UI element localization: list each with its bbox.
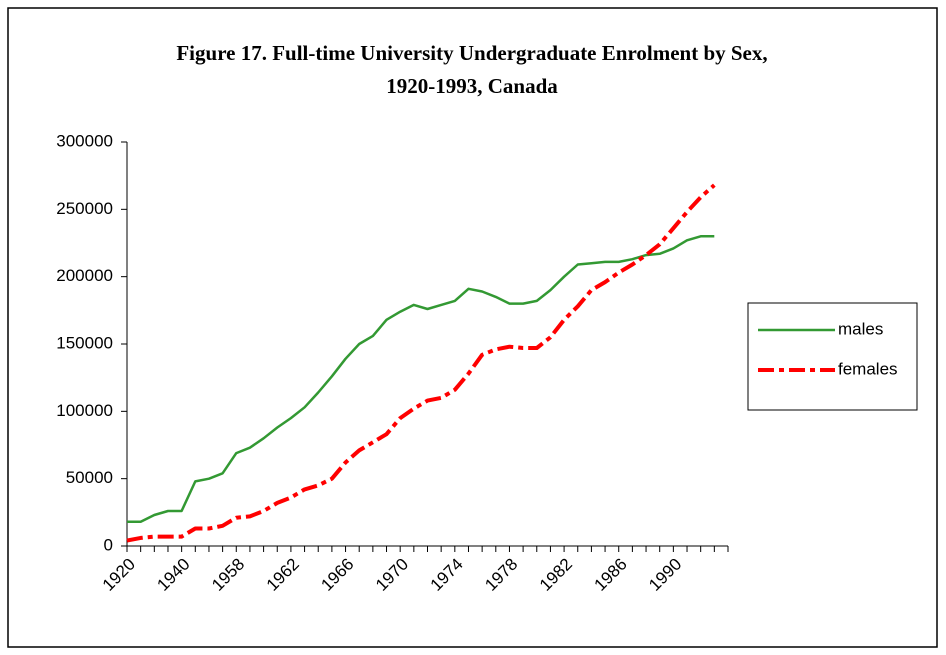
series-line <box>127 235 715 524</box>
chart-title: 1920-1993, Canada <box>386 74 558 98</box>
chart-title: Figure 17. Full-time University Undergra… <box>176 41 767 65</box>
legend-label: males <box>838 319 883 338</box>
legend-label: females <box>838 359 898 378</box>
y-tick-label: 300000 <box>56 131 113 150</box>
series-line <box>126 183 716 543</box>
legend-box <box>747 302 918 411</box>
y-tick-label: 150000 <box>56 333 113 352</box>
y-tick-label: 100000 <box>56 401 113 420</box>
y-tick-label: 50000 <box>66 468 113 487</box>
y-tick-label: 250000 <box>56 199 113 218</box>
y-tick-label: 0 <box>104 535 113 554</box>
y-tick-label: 200000 <box>56 266 113 285</box>
